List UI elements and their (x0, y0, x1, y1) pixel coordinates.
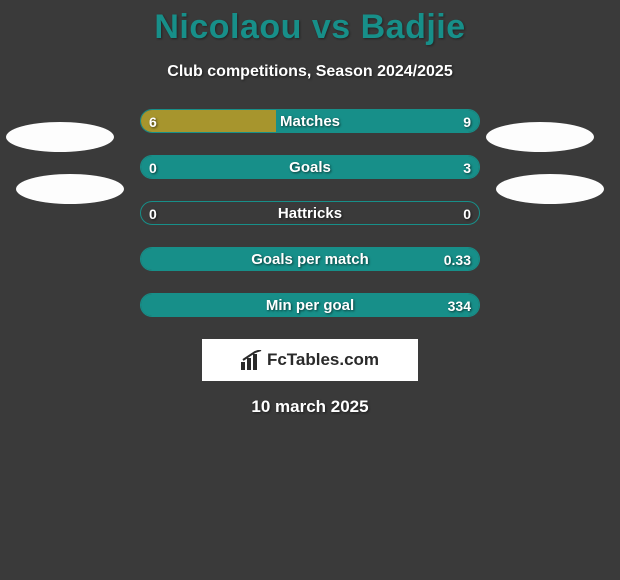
bar-track: 6 Matches 9 (140, 109, 480, 133)
brand-text: FcTables.com (267, 350, 379, 370)
value-right: 9 (463, 110, 471, 133)
bar-track: 0 Hattricks 0 (140, 201, 480, 225)
bar-track: 0 Goals 3 (140, 155, 480, 179)
compare-row: 0 Hattricks 0 (0, 201, 620, 225)
chart-icon (241, 350, 263, 370)
compare-row: Min per goal 334 (0, 293, 620, 317)
value-right: 0 (463, 202, 471, 225)
bar-track: Goals per match 0.33 (140, 247, 480, 271)
value-right: 3 (463, 156, 471, 179)
row-label: Hattricks (141, 202, 479, 225)
compare-row: Goals per match 0.33 (0, 247, 620, 271)
value-right: 0.33 (444, 248, 471, 271)
brand-box: FcTables.com (202, 339, 418, 381)
compare-row: 6 Matches 9 (0, 109, 620, 133)
page-title: Nicolaou vs Badjie (0, 0, 620, 47)
date-text: 10 march 2025 (0, 397, 620, 417)
row-label: Goals per match (141, 248, 479, 271)
row-label: Goals (141, 156, 479, 179)
compare-row: 0 Goals 3 (0, 155, 620, 179)
subtitle: Club competitions, Season 2024/2025 (0, 63, 620, 81)
bar-track: Min per goal 334 (140, 293, 480, 317)
row-label: Min per goal (141, 294, 479, 317)
row-label: Matches (141, 110, 479, 133)
value-right: 334 (448, 294, 471, 317)
